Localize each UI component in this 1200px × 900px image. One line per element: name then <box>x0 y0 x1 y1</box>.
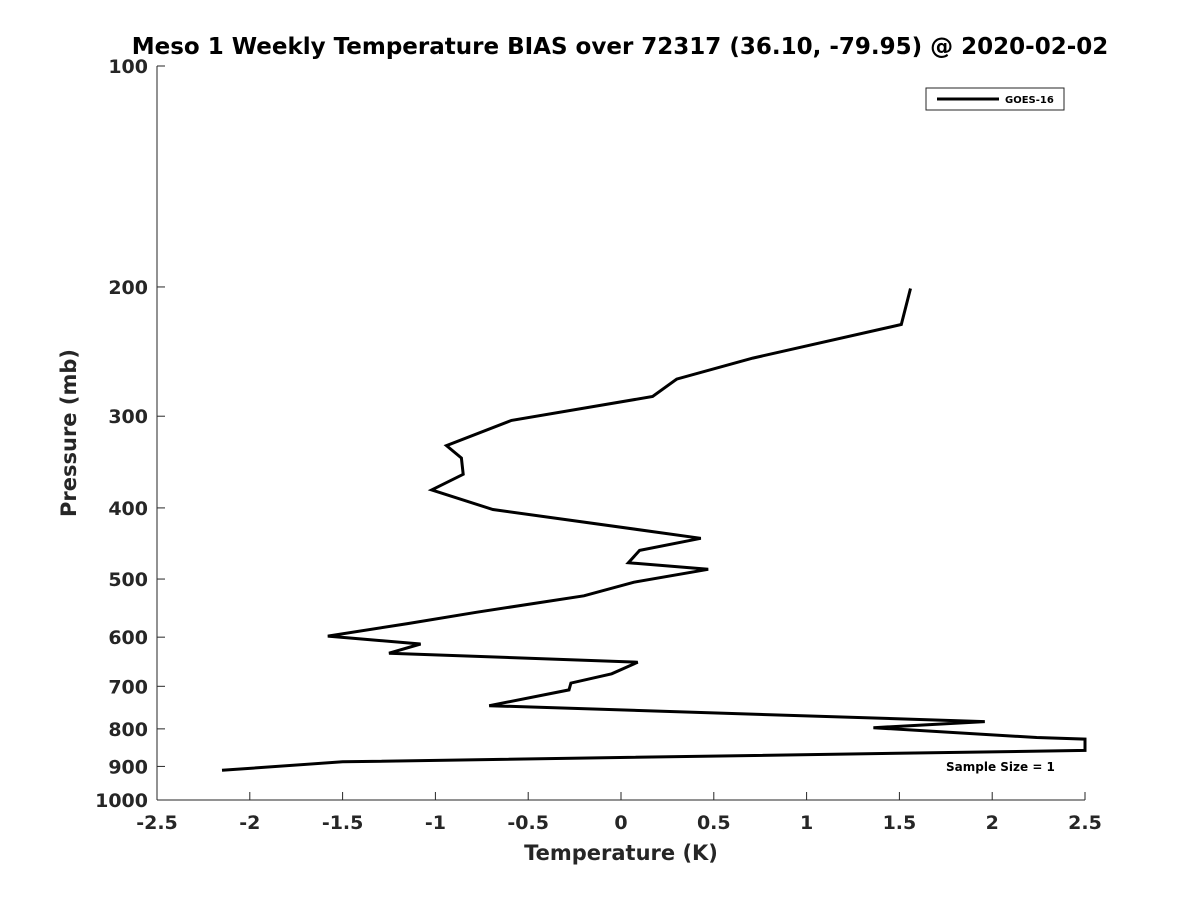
y-tick-label: 1000 <box>95 790 148 812</box>
y-tick-label: 500 <box>108 569 148 591</box>
x-tick-label: -0.5 <box>507 812 549 834</box>
y-tick-label: 900 <box>108 756 148 778</box>
y-tick-label: 300 <box>108 406 148 428</box>
x-tick-label: -2.5 <box>136 812 178 834</box>
y-tick-label: 400 <box>108 498 148 520</box>
series-line-goes16 <box>221 288 1087 772</box>
x-tick-label: 1 <box>800 812 813 834</box>
ticks-layer: -2.5 -2 -1.5 -1 -0.5 0 0.5 1 1.5 2 2.5 100 200 300 400… <box>95 56 1102 834</box>
x-tick-label: 2 <box>986 812 999 834</box>
x-tick-label: -2 <box>239 812 260 834</box>
x-tick-label: -1.5 <box>322 812 364 834</box>
x-tick-label: 1.5 <box>883 812 917 834</box>
x-tick-label: 0 <box>614 812 627 834</box>
y-tick-label: 700 <box>108 676 148 698</box>
y-tick-label: 600 <box>108 627 148 649</box>
y-tick-label: 800 <box>108 719 148 741</box>
legend: GOES-16 <box>925 87 1065 111</box>
x-tick-label: 2.5 <box>1068 812 1102 834</box>
legend-label: GOES-16 <box>1005 95 1054 106</box>
sample-size-annotation: Sample Size = 1 <box>946 760 1055 774</box>
x-axis-label: Temperature (K) <box>524 841 718 865</box>
y-tick-label: 200 <box>108 277 148 299</box>
chart-title: Meso 1 Weekly Temperature BIAS over 7231… <box>132 34 1109 60</box>
x-tick-label: -1 <box>425 812 446 834</box>
x-tick-label: 0.5 <box>697 812 731 834</box>
y-tick-label: 100 <box>108 56 148 78</box>
y-axis-label: Pressure (mb) <box>57 349 81 517</box>
series-layer <box>221 288 1087 772</box>
